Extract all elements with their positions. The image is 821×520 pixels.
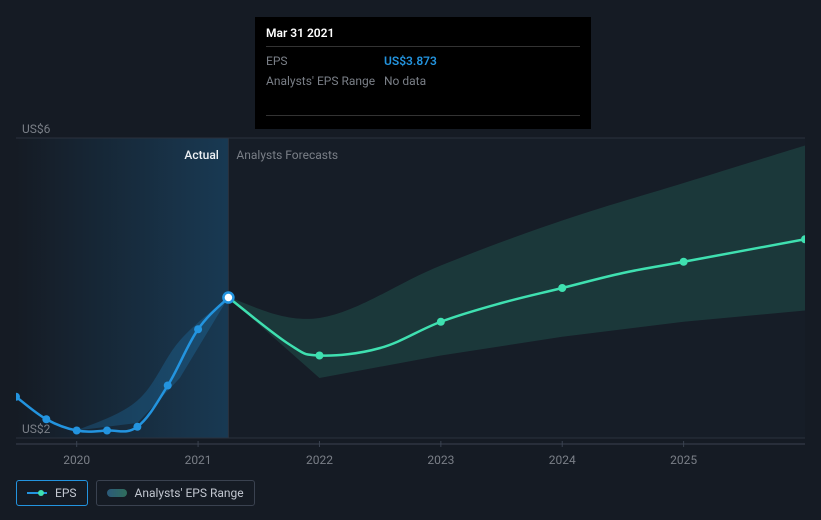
y-axis-label: US$6 bbox=[22, 122, 50, 136]
legend-label: EPS bbox=[55, 486, 77, 500]
tooltip-label: Analysts' EPS Range bbox=[266, 74, 384, 88]
legend-label: Analysts' EPS Range bbox=[135, 486, 244, 500]
tooltip-row: EPS US$3.873 bbox=[266, 51, 580, 71]
tooltip-date: Mar 31 2021 bbox=[266, 26, 580, 47]
x-axis-label: 2021 bbox=[185, 453, 212, 467]
y-axis-label: US$2 bbox=[22, 422, 50, 436]
legend-item-range[interactable]: Analysts' EPS Range bbox=[96, 480, 255, 506]
eps-chart[interactable]: US$6 US$2 2020 2021 2022 2023 2024 2025 Actual An… bbox=[16, 118, 805, 483]
chart-legend: EPS Analysts' EPS Range bbox=[16, 480, 255, 506]
x-axis-label: 2022 bbox=[306, 453, 333, 467]
legend-item-eps[interactable]: EPS bbox=[16, 480, 88, 506]
region-label-forecast: Analysts Forecasts bbox=[236, 148, 338, 162]
legend-swatch-range bbox=[107, 489, 127, 497]
legend-swatch-eps bbox=[27, 489, 47, 497]
tooltip-divider bbox=[266, 115, 580, 116]
tooltip-row: Analysts' EPS Range No data bbox=[266, 71, 580, 91]
tooltip-value: US$3.873 bbox=[384, 54, 580, 68]
region-label-actual: Actual bbox=[184, 148, 218, 162]
x-axis-label: 2020 bbox=[63, 453, 90, 467]
x-axis-label: 2023 bbox=[427, 453, 454, 467]
x-axis-label: 2024 bbox=[549, 453, 576, 467]
tooltip-label: EPS bbox=[266, 54, 384, 68]
chart-canvas bbox=[16, 118, 805, 478]
chart-tooltip: Mar 31 2021 EPS US$3.873 Analysts' EPS R… bbox=[255, 17, 591, 129]
tooltip-value: No data bbox=[384, 74, 580, 88]
x-axis-label: 2025 bbox=[670, 453, 697, 467]
